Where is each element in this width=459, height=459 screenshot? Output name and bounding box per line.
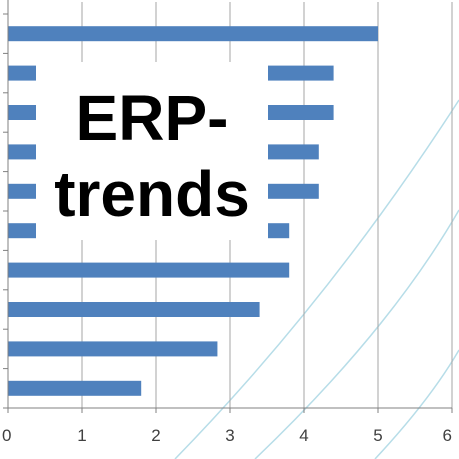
title-line-1: ERP- <box>75 82 229 154</box>
x-tick-label-5: 5 <box>373 426 382 445</box>
bar-0 <box>8 26 378 42</box>
x-tick-label-6: 6 <box>443 426 452 445</box>
x-tick-label-4: 4 <box>299 426 308 445</box>
bar-8 <box>8 341 218 357</box>
x-tick-label-0: 0 <box>2 426 11 445</box>
bar-6 <box>8 262 290 278</box>
x-tick-label-2: 2 <box>151 426 160 445</box>
x-tick-label-3: 3 <box>225 426 234 445</box>
title-line-2: trends <box>54 158 250 230</box>
x-tick-label-1: 1 <box>77 426 86 445</box>
bar-9 <box>8 380 142 396</box>
title-overlay-text: ERP- trends <box>36 80 268 232</box>
x-tick-labels: 0 1 2 3 4 5 6 <box>2 426 452 445</box>
decor-curve-2 <box>254 209 459 459</box>
title-overlay-box <box>36 62 268 240</box>
bar-7 <box>8 302 260 317</box>
decor-curve-1 <box>174 99 459 459</box>
axes <box>3 0 453 413</box>
